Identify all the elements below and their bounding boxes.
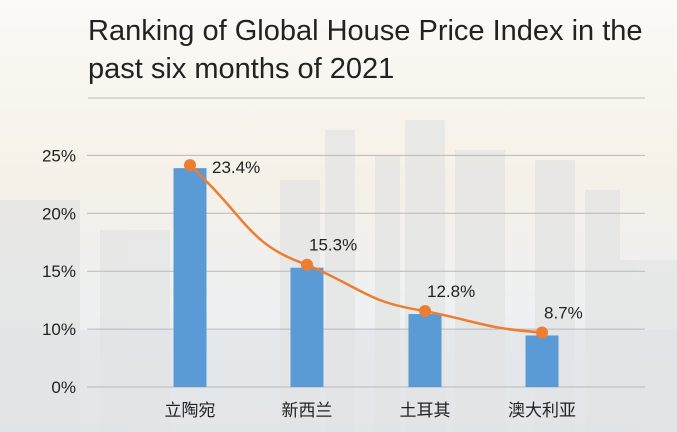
data-label: 8.7%	[544, 303, 583, 322]
bar	[525, 335, 559, 387]
chart-title: Ranking of Global House Price Index in t…	[88, 15, 643, 85]
x-tick-label: 土耳其	[400, 401, 451, 420]
data-label: 12.8%	[427, 282, 475, 301]
trend-line	[189, 164, 543, 334]
line-point	[184, 159, 196, 172]
data-label: 23.4%	[212, 158, 260, 177]
x-tick-label: 澳大利亚	[508, 401, 576, 420]
bar	[290, 267, 324, 387]
x-tick-label: 立陶宛	[165, 401, 216, 420]
x-tick-label: 新西兰	[282, 401, 333, 420]
y-tick-label: 15%	[42, 262, 76, 281]
line-point	[536, 326, 548, 339]
y-tick-label: 25%	[42, 146, 76, 165]
data-label: 15.3%	[309, 236, 357, 255]
bar	[408, 314, 442, 387]
line-point	[419, 305, 431, 318]
y-tick-label: 0%	[51, 378, 76, 397]
y-tick-label: 10%	[42, 320, 76, 339]
bar	[173, 168, 207, 387]
line-point	[301, 258, 313, 271]
y-tick-label: 20%	[42, 204, 76, 223]
